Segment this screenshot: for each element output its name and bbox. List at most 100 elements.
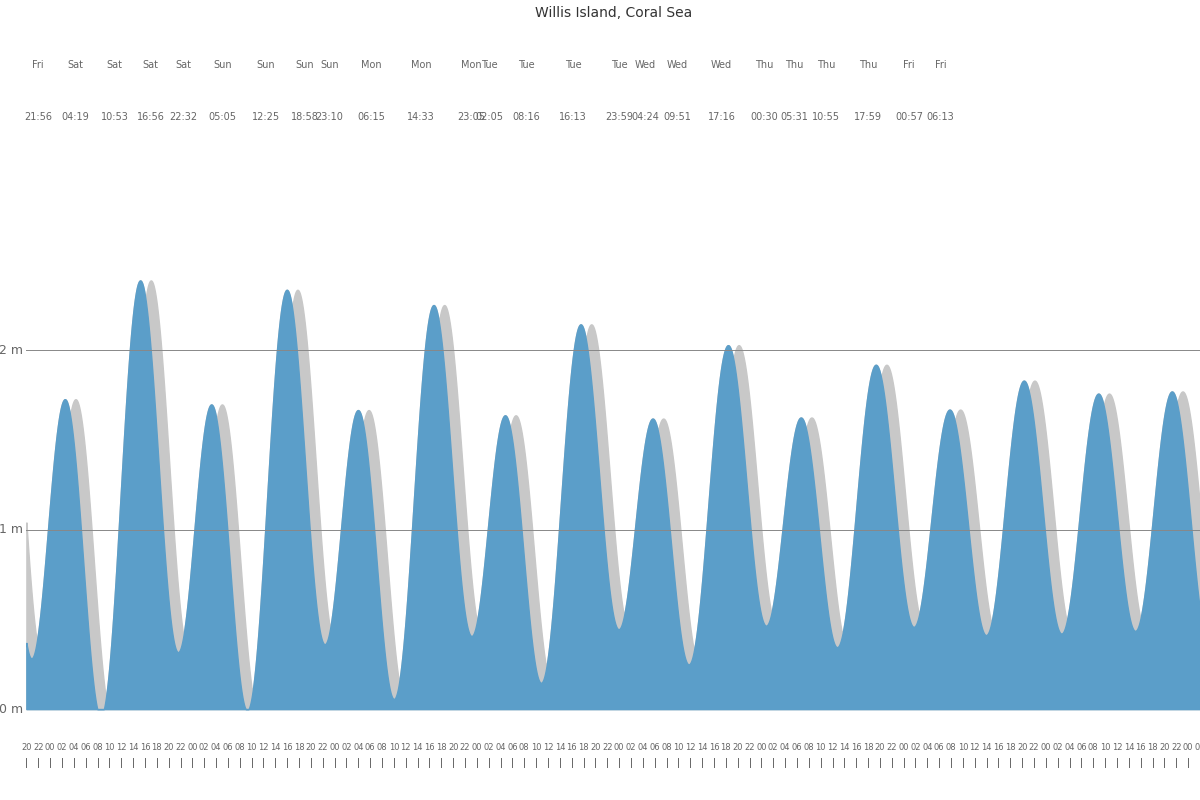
Text: 18: 18 [151,743,162,752]
Text: 08: 08 [1088,743,1099,752]
Text: 02: 02 [768,743,779,752]
Text: Sun: Sun [257,61,275,70]
Text: 00: 00 [187,743,198,752]
Text: 22:32: 22:32 [169,112,198,122]
Text: 02:05: 02:05 [475,112,503,122]
Text: 08: 08 [518,743,529,752]
Text: 09:51: 09:51 [664,112,691,122]
Text: Sat: Sat [143,61,158,70]
Text: 1 m: 1 m [0,523,23,536]
Text: 22: 22 [1171,743,1182,752]
Text: 08: 08 [804,743,814,752]
Text: Sun: Sun [320,61,338,70]
Text: 08:16: 08:16 [512,112,540,122]
Text: 02: 02 [199,743,210,752]
Text: 2 m: 2 m [0,344,23,357]
Text: 22: 22 [887,743,898,752]
Text: 16:13: 16:13 [559,112,587,122]
Text: 14: 14 [697,743,707,752]
Text: 06: 06 [223,743,233,752]
Text: 10: 10 [958,743,968,752]
Text: 00:30: 00:30 [750,112,779,122]
Text: Thu: Thu [859,61,877,70]
Text: 17:59: 17:59 [854,112,882,122]
Text: 18: 18 [578,743,589,752]
Text: Wed: Wed [710,61,732,70]
Text: 00: 00 [614,743,624,752]
Text: 00: 00 [44,743,55,752]
Text: Mon: Mon [461,61,481,70]
Text: 20: 20 [1016,743,1027,752]
Text: Willis Island, Coral Sea: Willis Island, Coral Sea [534,6,692,21]
Text: Sun: Sun [295,61,314,70]
Text: Tue: Tue [481,61,498,70]
Text: Wed: Wed [667,61,688,70]
Text: 08: 08 [92,743,103,752]
Text: 00:57: 00:57 [895,112,923,122]
Text: 08: 08 [377,743,388,752]
Text: 16: 16 [139,743,150,752]
Text: Fri: Fri [32,61,43,70]
Text: 10: 10 [389,743,400,752]
Text: 20: 20 [732,743,743,752]
Text: 17:16: 17:16 [708,112,736,122]
Text: 06: 06 [1076,743,1087,752]
Text: 23:05: 23:05 [457,112,486,122]
Text: 14: 14 [839,743,850,752]
Text: 06: 06 [934,743,944,752]
Text: 18: 18 [1147,743,1158,752]
Text: Tue: Tue [565,61,581,70]
Text: Mon: Mon [361,61,382,70]
Text: 12:25: 12:25 [252,112,280,122]
Text: 00: 00 [1040,743,1051,752]
Text: Wed: Wed [635,61,655,70]
Text: Thu: Thu [755,61,774,70]
Text: 10: 10 [816,743,826,752]
Text: 08: 08 [661,743,672,752]
Text: 16: 16 [709,743,719,752]
Text: 06: 06 [508,743,517,752]
Text: 06: 06 [792,743,803,752]
Text: 12: 12 [685,743,696,752]
Text: 16: 16 [566,743,577,752]
Text: 16: 16 [851,743,862,752]
Text: 12: 12 [1111,743,1122,752]
Text: Mon: Mon [410,61,431,70]
Text: 18: 18 [436,743,446,752]
Text: 10:55: 10:55 [812,112,840,122]
Text: 04: 04 [353,743,364,752]
Text: 10:53: 10:53 [101,112,128,122]
Text: 20: 20 [448,743,458,752]
Text: 06: 06 [365,743,376,752]
Text: 02: 02 [625,743,636,752]
Text: 10: 10 [104,743,115,752]
Text: 06:15: 06:15 [358,112,385,122]
Text: 18: 18 [1006,743,1015,752]
Text: 22: 22 [34,743,43,752]
Text: 16: 16 [1135,743,1146,752]
Text: Fri: Fri [935,61,947,70]
Text: 04: 04 [922,743,932,752]
Text: 12: 12 [116,743,126,752]
Text: 04: 04 [1064,743,1075,752]
Text: 22: 22 [1028,743,1039,752]
Text: 14: 14 [270,743,281,752]
Text: Tue: Tue [611,61,628,70]
Text: 20: 20 [306,743,316,752]
Text: 12: 12 [401,743,410,752]
Text: 00: 00 [472,743,482,752]
Text: 18: 18 [294,743,305,752]
Text: 04: 04 [211,743,221,752]
Text: 06:13: 06:13 [926,112,954,122]
Text: 10: 10 [246,743,257,752]
Text: Thu: Thu [785,61,803,70]
Text: 14: 14 [1123,743,1134,752]
Text: 00: 00 [329,743,340,752]
Text: 22: 22 [744,743,755,752]
Text: 12: 12 [827,743,838,752]
Text: 00: 00 [899,743,908,752]
Text: 22: 22 [175,743,186,752]
Text: 16: 16 [424,743,434,752]
Text: 08: 08 [946,743,956,752]
Text: Sat: Sat [67,61,84,70]
